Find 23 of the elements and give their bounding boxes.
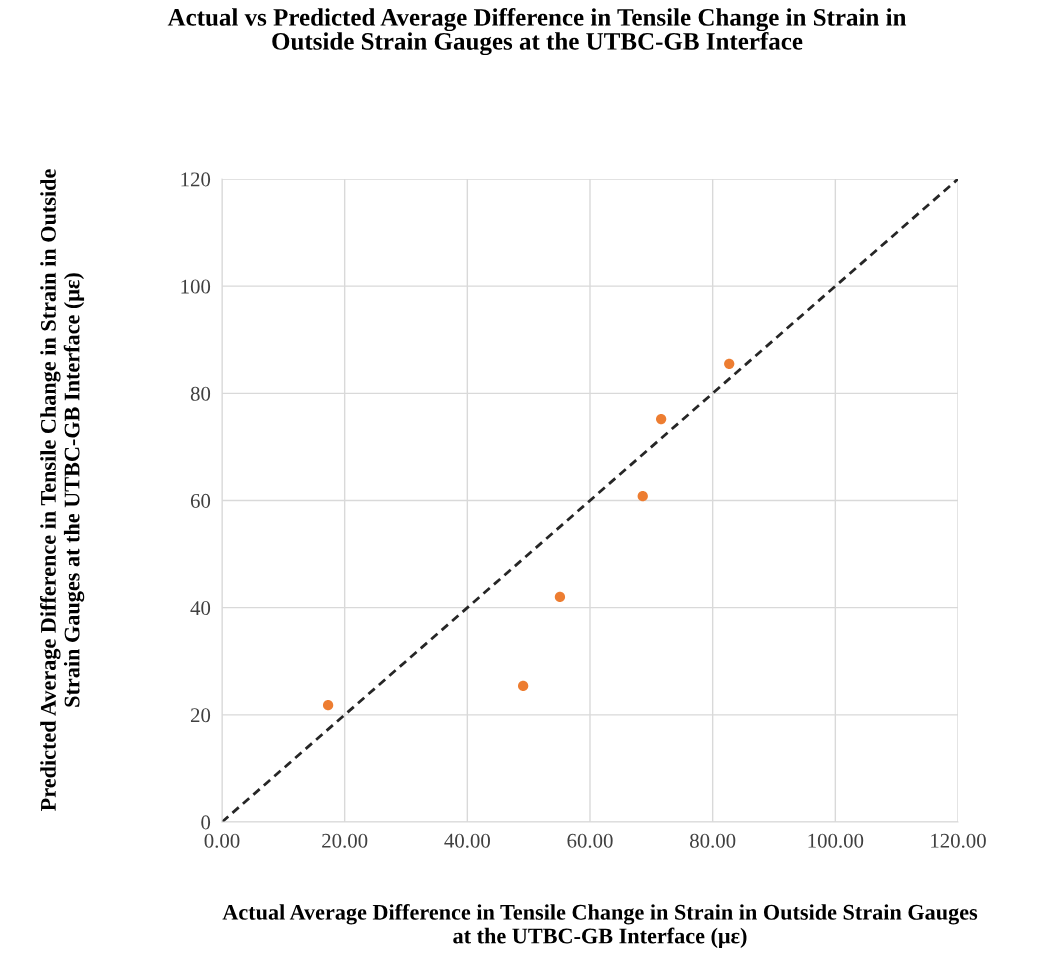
point xyxy=(518,680,529,692)
x-tick-label: 120.00 xyxy=(931,833,986,848)
x-tick-label: 100.00 xyxy=(808,833,864,848)
x-axis-title: Actual Average Difference in Tensile Change in Strain in Outside Strain Gauges at the UTBC-GB Interface (με) xyxy=(222,903,978,948)
y-tick-label: 120 xyxy=(181,172,211,187)
y-axis-title: Predicted Average Difference in Tensile Change in Strain in Outside Strain Gauges at the UTBC-GB Interface (με) xyxy=(40,169,85,811)
y-tick-label: 80 xyxy=(190,386,211,401)
y-tick-label: 100 xyxy=(181,279,211,294)
y-tick-label: 40 xyxy=(190,601,211,616)
y-tick-label: 0 xyxy=(201,815,211,830)
x-tick-label: 60.00 xyxy=(567,833,613,848)
chart-title: Actual vs Predicted Average Difference in Tensile Change in Strain in Outside Strain Gauges at the UTBC-GB Interface xyxy=(167,8,907,56)
x-tick-label: 20.00 xyxy=(322,833,368,848)
point xyxy=(322,700,334,711)
y-tick-label: 20 xyxy=(190,708,211,723)
point xyxy=(637,491,648,502)
x-tick-label: 0.00 xyxy=(204,833,240,848)
point xyxy=(656,413,667,425)
x-tick-label: 40.00 xyxy=(444,833,490,848)
y-tick-label: 60 xyxy=(190,493,211,508)
point xyxy=(554,591,566,603)
x-tick-label: 80.00 xyxy=(690,833,736,848)
point xyxy=(724,358,735,370)
